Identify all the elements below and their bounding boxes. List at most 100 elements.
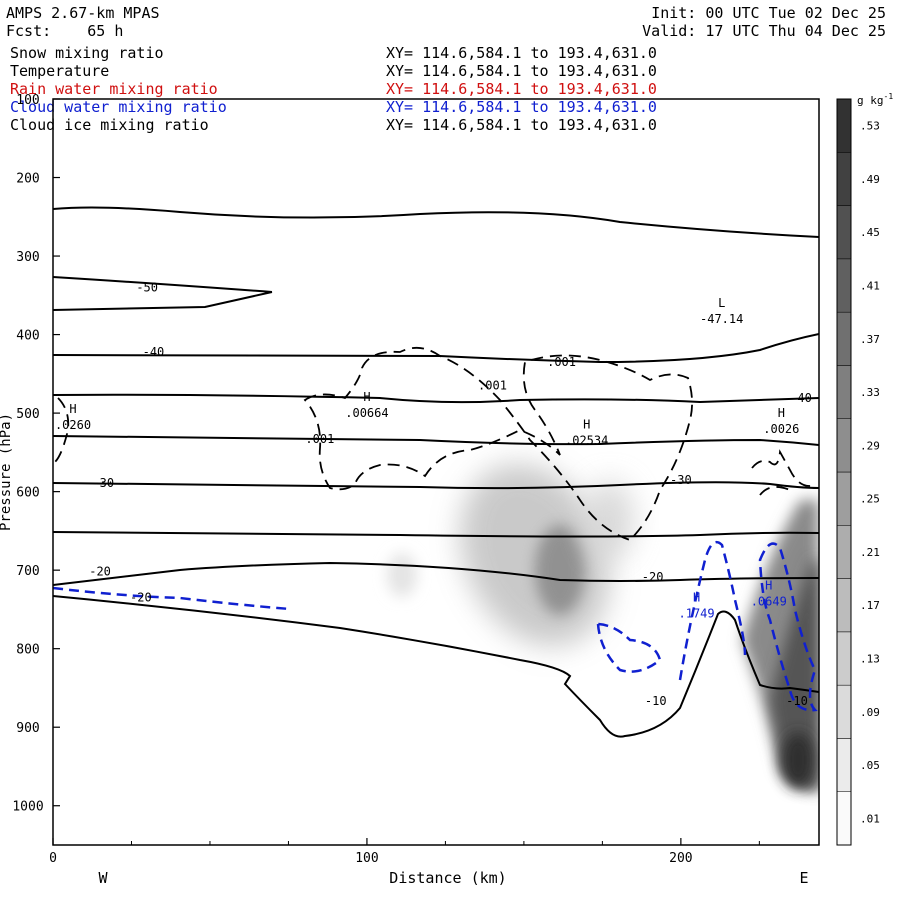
colorbar-swatch [836,525,852,579]
field-label-cloud-water: Cloud water mixing ratio [10,98,227,116]
forecast-hour: Fcst: 65 h [6,22,124,40]
cloud-water-contour-left [53,586,291,611]
isotherm-minus40-lower [53,393,819,404]
contour-label: .001 [547,355,576,369]
extremum-symbol: H [69,402,76,416]
colorbar-swatch [836,631,852,686]
isotherm-minus40-upper [53,333,819,364]
x-axis-west-label: W [98,869,108,887]
cloud-water-contour-right [758,542,818,712]
contour-label: .001 [478,379,507,393]
cloud-ice-contour-a [303,346,693,542]
y-tick-label: 800 [16,643,39,658]
colorbar-swatch [836,258,852,313]
x-axis: 0 100 200 [49,838,760,866]
field-xy-rain: XY= 114.6,584.1 to 193.4,631.0 [386,80,657,98]
extremum-value: -47.14 [700,312,743,326]
isotherm-near-minus25 [53,531,819,538]
extremum-value: .02534 [565,434,608,448]
cloud-ice-contour-right [751,449,816,487]
field-label-snow: Snow mixing ratio [10,44,164,62]
colorbar-label: .25 [860,493,880,506]
colorbar-swatch [836,205,852,260]
y-tick-label: 300 [16,250,39,265]
contour-label: -40 [143,345,165,359]
colorbar-swatch [836,98,852,153]
contour-label: -30 [92,476,114,490]
contour-label: -20 [89,565,111,579]
contour-label: -40 [790,391,812,405]
colorbar-swatch [836,578,852,633]
init-time: Init: 00 UTC Tue 02 Dec 25 [651,4,886,22]
field-label-cloud-ice: Cloud ice mixing ratio [10,116,209,134]
y-axis-title: Pressure (hPa) [0,413,14,531]
extremum-value: .0260 [55,418,91,432]
contour-label: -10 [786,694,808,708]
valid-time: Valid: 17 UTC Thu 04 Dec 25 [642,22,886,40]
extremum-symbol: H [693,590,700,604]
extremum-symbol: L [718,296,725,310]
x-tick-label: 100 [355,851,378,866]
temperature-contours [53,206,819,738]
x-axis-east-label: E [799,869,808,887]
extremum-symbol: H [363,390,370,404]
contour-label: -20 [642,570,664,584]
extremum-value: .0026 [763,422,799,436]
field-xy-cloud-water: XY= 114.6,584.1 to 193.4,631.0 [386,98,657,116]
colorbar-label: .45 [860,226,880,239]
colorbar-frame [836,98,852,846]
isotherm-upper [53,206,819,238]
colorbar-label: .49 [860,173,880,186]
cloud-ice-contour-right-lower [759,486,791,496]
colorbar-swatch [836,418,852,473]
colorbar-label: .41 [860,280,880,293]
isotherm-minus50-bottom [53,291,273,311]
y-tick-label: 100 [16,93,39,108]
contour-label: -50 [136,280,158,294]
colorbar-label: .09 [860,706,880,719]
x-tick-label: 0 [49,851,57,866]
extremum-symbol: H [583,418,590,432]
extremum-symbol: H [765,579,772,593]
y-tick-label: 700 [16,564,39,579]
extremum-value: .0649 [751,595,787,609]
colorbar-swatch [836,365,852,419]
extremum-symbol: H [778,406,785,420]
colorbar-label: .33 [860,386,880,399]
colorbar-unit: g kg-1 [857,92,893,107]
colorbar-label: .21 [860,546,880,559]
cloud-water-contour-mid [596,622,662,673]
x-axis-title: Distance (km) [389,869,506,887]
x-tick-label: 200 [669,851,692,866]
y-tick-label: 600 [16,486,39,501]
colorbar-label: .17 [860,599,880,612]
colorbar-swatch [836,791,852,846]
colorbar-label: .01 [860,812,880,825]
field-label-rain: Rain water mixing ratio [10,80,218,98]
contour-label: .001 [305,432,334,446]
isotherm-minus50-top [53,276,273,293]
colorbar-swatch [836,152,852,206]
colorbar-swatch [836,738,852,792]
cloud-water-contours [53,540,818,712]
contour-label: -20 [130,591,152,605]
isotherm-minus10 [53,595,819,738]
contour-label: -30 [670,473,692,487]
y-tick-label: 900 [16,721,39,736]
colorbar-label: .13 [860,653,880,666]
field-xy-snow: XY= 114.6,584.1 to 193.4,631.0 [386,44,657,62]
colorbar-swatch [836,311,852,366]
contour-label: -10 [645,694,667,708]
model-title: AMPS 2.67-km MPAS [6,4,160,22]
colorbar-label: .53 [860,120,880,133]
y-tick-label: 500 [16,407,39,422]
extremum-value: .00664 [345,406,388,420]
colorbar-label: .29 [860,439,880,452]
cloud-ice-contour-left [54,397,70,463]
plot-frame [52,98,820,846]
colorbar: .01 .05 .09 .13 .17 .21 .25 .29 .33 .37 .41 .45 .49.… [836,98,880,846]
isotherm-near-minus35 [53,435,819,446]
annotations: H .0260 H .00664 H .02534 H .0026 L -47.14 H .1749 H… [55,280,812,708]
field-xy-temperature: XY= 114.6,584.1 to 193.4,631.0 [386,62,657,80]
